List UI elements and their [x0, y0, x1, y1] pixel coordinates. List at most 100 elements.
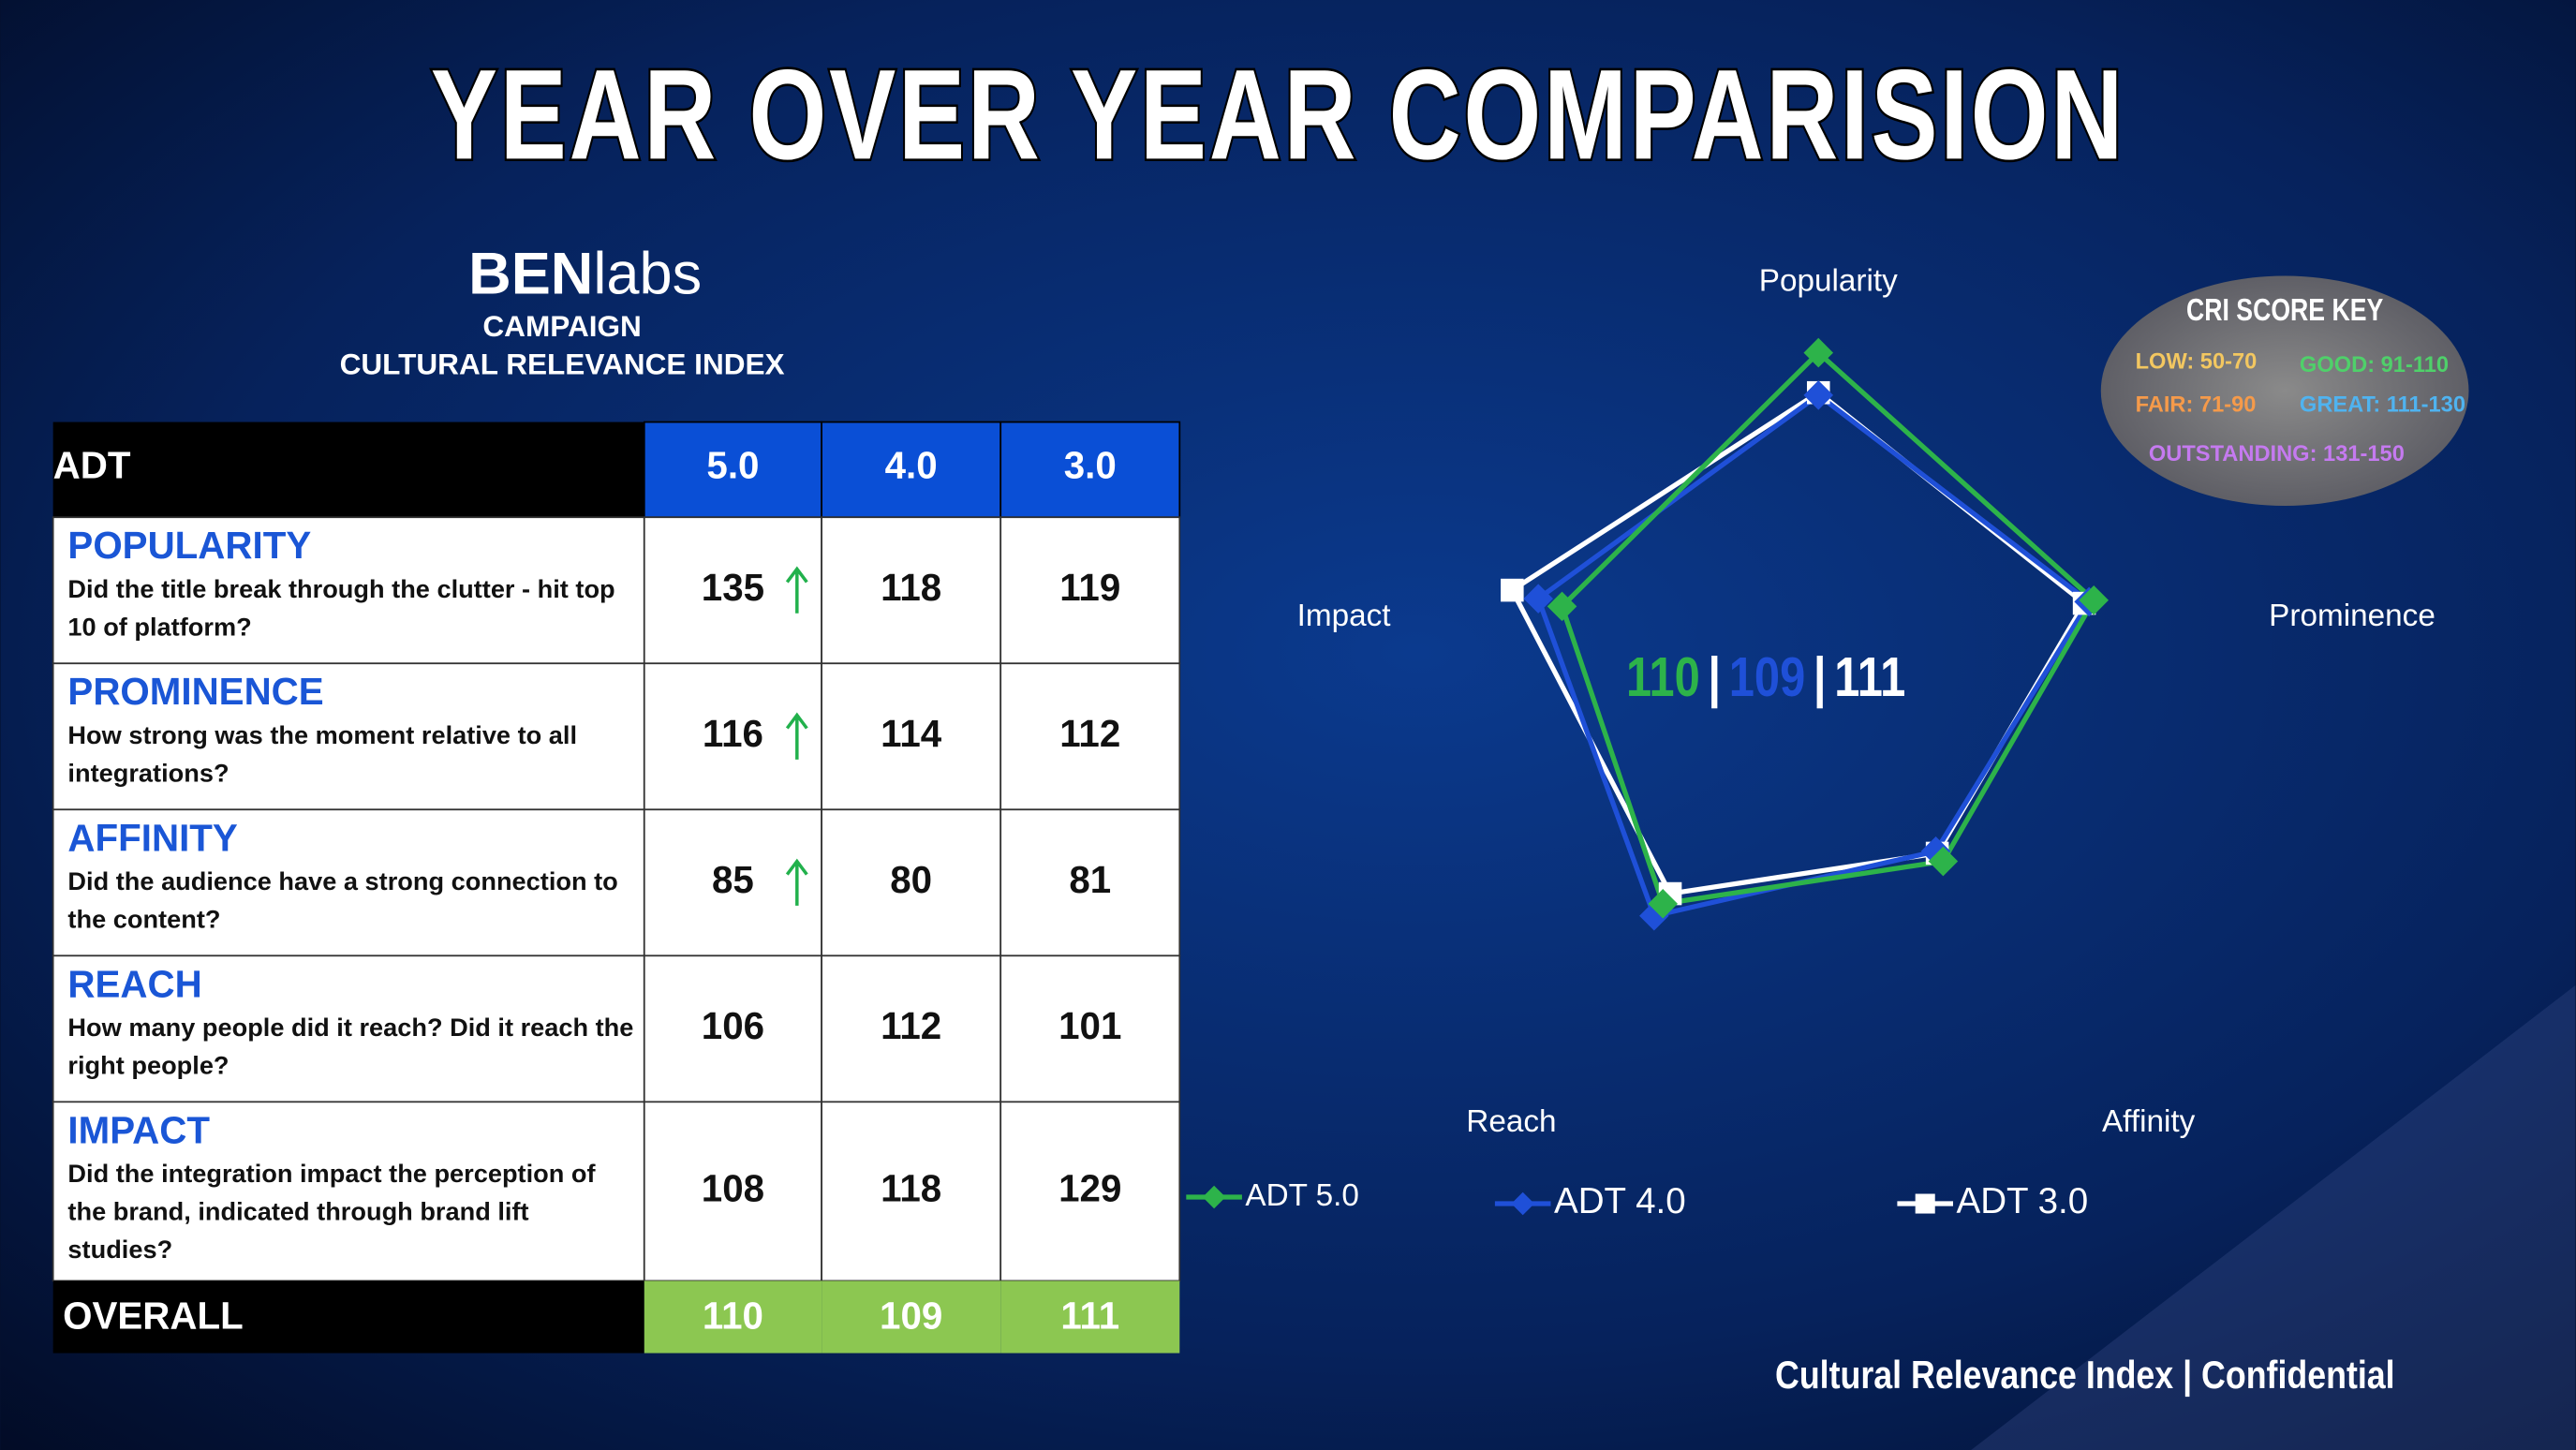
cell-value: 129: [1059, 1167, 1121, 1210]
column-label: 5.0: [706, 443, 759, 486]
marker: [1928, 846, 1959, 877]
row-question: Did the audience have a strong connectio…: [67, 868, 618, 935]
column-header: [821, 421, 1002, 519]
overall-cell: [644, 1280, 822, 1354]
key-item: LOW: 50-70: [2136, 350, 2258, 375]
value-cell: [999, 516, 1181, 665]
logo-light: labs: [593, 241, 702, 306]
cell-value: 119: [1059, 566, 1120, 609]
axis-label: Reach: [1466, 1104, 1556, 1139]
cell-value: 118: [881, 1167, 941, 1210]
subtitle: CAMPAIGN: [482, 309, 641, 343]
key-item: FAIR: 71-90: [2136, 392, 2257, 417]
value-cell: [821, 1101, 1002, 1282]
value-cell: [821, 662, 1002, 811]
column-header: [643, 421, 822, 519]
value-cell: [643, 808, 822, 957]
value-cell: [643, 954, 822, 1103]
axis-label: Popularity: [1759, 263, 1898, 298]
legend-label: ADT 4.0: [1554, 1181, 1686, 1221]
overall-label-cell: [52, 1280, 644, 1354]
marker: [1501, 578, 1524, 602]
cell-value: 108: [702, 1167, 764, 1210]
axis-label: Impact: [1297, 599, 1391, 633]
legend-label: ADT 5.0: [1245, 1178, 1359, 1213]
center-value: 110: [1626, 646, 1700, 709]
value-cell: [643, 662, 822, 811]
header-row: [52, 422, 644, 518]
row-question: How strong was the moment relative to al…: [67, 722, 578, 789]
value-cell: [999, 954, 1181, 1103]
cell-value: 85: [712, 858, 754, 901]
cell-value: 114: [881, 712, 942, 755]
center-value: 111: [1834, 646, 1905, 709]
value-cell: [999, 662, 1181, 811]
key-item: GOOD: 91-110: [2300, 353, 2449, 377]
row-name: POPULARITY: [67, 524, 311, 567]
legend-label: ADT 3.0: [1957, 1181, 2089, 1221]
center-separator: |: [1814, 646, 1827, 710]
row-name: AFFINITY: [67, 816, 237, 859]
key-item: GREAT: 111-130: [2300, 392, 2465, 417]
row-question: Did the integration impact the perceptio…: [67, 1161, 596, 1265]
key-title: CRI SCORE KEY: [2186, 293, 2383, 327]
row-name: IMPACT: [67, 1108, 210, 1151]
cell-value: 81: [1069, 858, 1111, 901]
series-line: [1559, 348, 2097, 907]
column-label: 4.0: [885, 443, 938, 486]
footer: Cultural Relevance Index | Confidential: [1775, 1354, 2395, 1397]
axis-label: Affinity: [2102, 1104, 2196, 1139]
row-question: Did the title break through the clutter …: [67, 576, 615, 643]
marker: [1803, 380, 1834, 410]
row-name: REACH: [67, 962, 201, 1005]
row-question: How many people did it reach? Did it rea…: [67, 1014, 634, 1081]
up-arrow: [785, 712, 808, 760]
up-arrow: [785, 858, 808, 906]
overall-value: 110: [703, 1294, 763, 1337]
cell-value: 112: [1059, 712, 1120, 755]
row-label-cell: [52, 1101, 645, 1282]
question-box: Did the title break through the clutter …: [67, 576, 615, 643]
overall-cell: [822, 1280, 1001, 1354]
series-line: [1508, 389, 2088, 896]
row-name: PROMINENCE: [67, 670, 323, 713]
value-cell: [999, 1101, 1181, 1282]
center-value: 109: [1729, 646, 1806, 709]
overall-value: 109: [880, 1294, 942, 1337]
overall-label: OVERALL: [63, 1294, 244, 1337]
title: YEAR OVER YEAR COMPARISION: [431, 43, 2125, 186]
logo-bold: BEN: [468, 241, 593, 306]
row-label-cell: [52, 516, 645, 665]
question-box: Did the integration impact the perceptio…: [67, 1161, 596, 1265]
column-header: [999, 421, 1181, 519]
subtitle: CULTURAL RELEVANCE INDEX: [340, 347, 785, 380]
overall-value: 111: [1060, 1294, 1119, 1337]
key-bg: [2100, 275, 2469, 506]
marker: [1523, 584, 1553, 614]
question-box: Did the audience have a strong connectio…: [67, 868, 618, 935]
question-box: How strong was the moment relative to al…: [67, 722, 578, 789]
question-box: How many people did it reach? Did it rea…: [67, 1014, 634, 1081]
corner-label: ADT: [53, 443, 131, 486]
legend-marker: [1511, 1191, 1534, 1216]
row-label-cell: [52, 662, 645, 811]
column-label: 3.0: [1064, 443, 1117, 486]
axis-label: Prominence: [2269, 599, 2435, 633]
value-cell: [999, 808, 1181, 957]
up-arrow: [785, 566, 808, 614]
cell-value: 106: [702, 1004, 764, 1047]
marker: [1648, 889, 1679, 919]
cell-value: 116: [703, 712, 763, 755]
cell-value: 101: [1059, 1004, 1121, 1047]
center-label: 110 | 109 | 111: [1626, 646, 1905, 710]
cell-value: 112: [881, 1004, 941, 1047]
row-label-cell: [52, 954, 645, 1103]
cell-value: 118: [881, 566, 941, 609]
marker: [1547, 591, 1577, 622]
key-item: OUTSTANDING: 131-150: [2149, 442, 2405, 466]
cell-value: 80: [890, 858, 932, 901]
legend-marker: [1915, 1193, 1935, 1214]
logo: BENlabs: [468, 241, 702, 306]
